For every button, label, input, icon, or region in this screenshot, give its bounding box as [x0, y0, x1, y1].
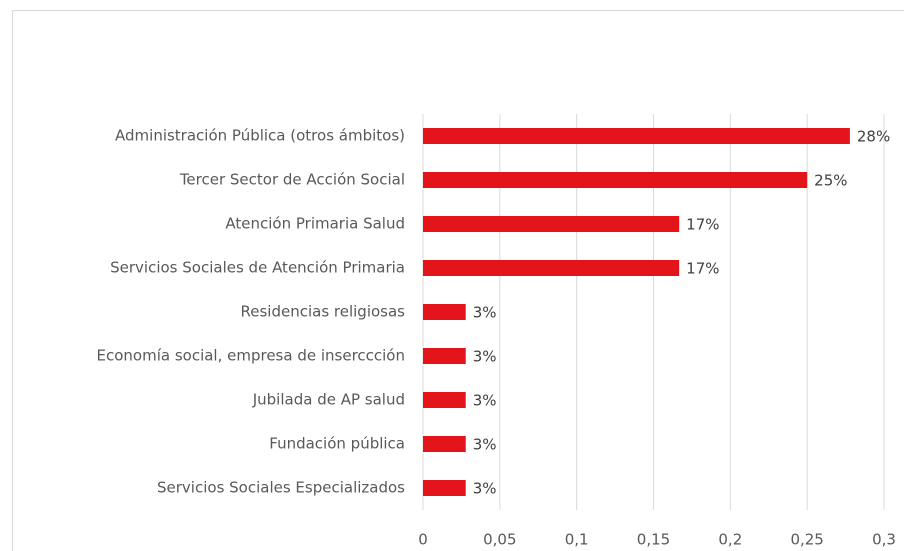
bar — [423, 128, 850, 144]
bar — [423, 172, 808, 188]
x-tick-label: 0,1 — [565, 531, 589, 549]
x-tick-label: 0,2 — [718, 531, 742, 549]
y-tick-label: Administración Pública (otros ámbitos) — [115, 127, 405, 145]
y-tick-label: Atención Primaria Salud — [225, 215, 405, 233]
x-tick-label: 0,3 — [872, 531, 896, 549]
y-tick-label: Tercer Sector de Acción Social — [179, 171, 405, 189]
value-label: 28% — [857, 128, 890, 146]
bar — [423, 480, 466, 496]
x-tick-label: 0 — [418, 531, 428, 549]
x-tick-label: 0,15 — [637, 531, 670, 549]
value-label: 3% — [473, 392, 497, 410]
y-tick-label: Fundación pública — [269, 435, 405, 453]
value-label: 25% — [814, 172, 847, 190]
value-label: 3% — [473, 436, 497, 454]
y-tick-label: Residencias religiosas — [241, 303, 406, 321]
x-tick-label: 0,25 — [790, 531, 823, 549]
bar — [423, 392, 466, 408]
bar — [423, 216, 680, 232]
value-label: 3% — [473, 480, 497, 498]
bar — [423, 436, 466, 452]
y-tick-label: Economía social, empresa de inserccción — [97, 347, 406, 365]
chart-frame — [12, 10, 904, 551]
y-tick-label: Servicios Sociales de Atención Primaria — [110, 259, 405, 277]
value-label: 3% — [473, 348, 497, 366]
value-label: 17% — [686, 216, 719, 234]
y-tick-label: Servicios Sociales Especializados — [157, 479, 405, 497]
bar — [423, 260, 680, 276]
value-label: 3% — [473, 304, 497, 322]
y-tick-label: Jubilada de AP salud — [252, 391, 405, 409]
x-tick-label: 0,05 — [483, 531, 516, 549]
value-label: 17% — [686, 260, 719, 278]
bar — [423, 304, 466, 320]
bar — [423, 348, 466, 364]
